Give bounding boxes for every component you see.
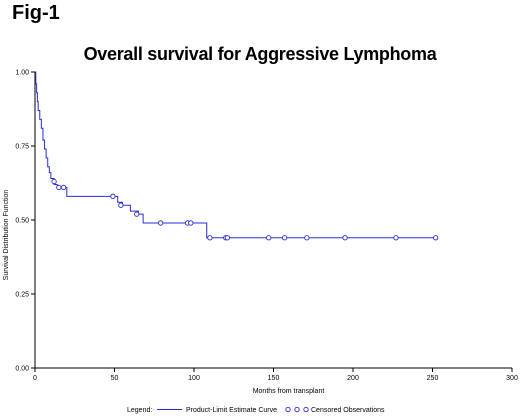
x-tick-label: 300 <box>506 375 518 382</box>
curve-layer <box>35 71 436 239</box>
censored-marker <box>224 235 231 241</box>
y-tick-label: 0.50 <box>15 218 29 225</box>
censored-marker <box>393 235 399 241</box>
y-tick-label: 0.75 <box>15 144 29 151</box>
censored-marker <box>110 193 116 199</box>
censored-marker <box>304 235 310 241</box>
censored-marker <box>118 202 124 208</box>
x-tick-label: 250 <box>427 375 439 382</box>
censored-marker <box>60 184 67 191</box>
y-tick-label: 1.00 <box>15 70 29 77</box>
x-tick-label: 50 <box>111 375 119 382</box>
figure-label: Fig-1 <box>12 2 60 24</box>
censored-marker <box>281 235 288 241</box>
x-tick-label: 0 <box>33 375 37 382</box>
censored-marker <box>266 235 272 241</box>
legend-censor-marker <box>303 406 309 413</box>
censored-marker <box>56 184 62 191</box>
survival-curve <box>35 71 436 239</box>
censor-layer <box>51 178 439 241</box>
censored-marker <box>207 235 213 241</box>
censored-marker <box>51 178 57 185</box>
legend-censor-marker <box>294 406 300 413</box>
censored-marker <box>157 220 164 226</box>
legend-censor-swatch <box>285 406 309 413</box>
censored-marker <box>134 211 140 217</box>
x-tick-label: 200 <box>347 375 359 382</box>
x-axis-label: Months from transplant <box>253 388 325 395</box>
legend-title: Legend: <box>127 407 152 414</box>
legend-censor-marker <box>285 406 291 413</box>
legend-entry-censored: Censored Observations <box>311 407 385 414</box>
x-tick-label: 150 <box>268 375 280 382</box>
y-tick-label: 0.25 <box>15 292 29 299</box>
x-tick-label: 100 <box>188 375 200 382</box>
legend-entry-curve: Product-Limit Estimate Curve <box>186 407 277 414</box>
chart-axes: 0 50 100 150 200 250 300 0.00 0.25 0.50 0.75 1.00 <box>15 70 518 383</box>
chart-title: Overall survival for Aggressive Lymphoma <box>83 44 437 64</box>
censored-marker <box>433 235 439 241</box>
y-tick-label: 0.00 <box>15 366 29 373</box>
legend: Legend: Product-Limit Estimate Curve Cen… <box>127 406 385 414</box>
censored-marker <box>188 220 194 226</box>
censored-marker <box>342 235 348 241</box>
y-axis-label: Survival Distribution Function <box>3 190 10 281</box>
